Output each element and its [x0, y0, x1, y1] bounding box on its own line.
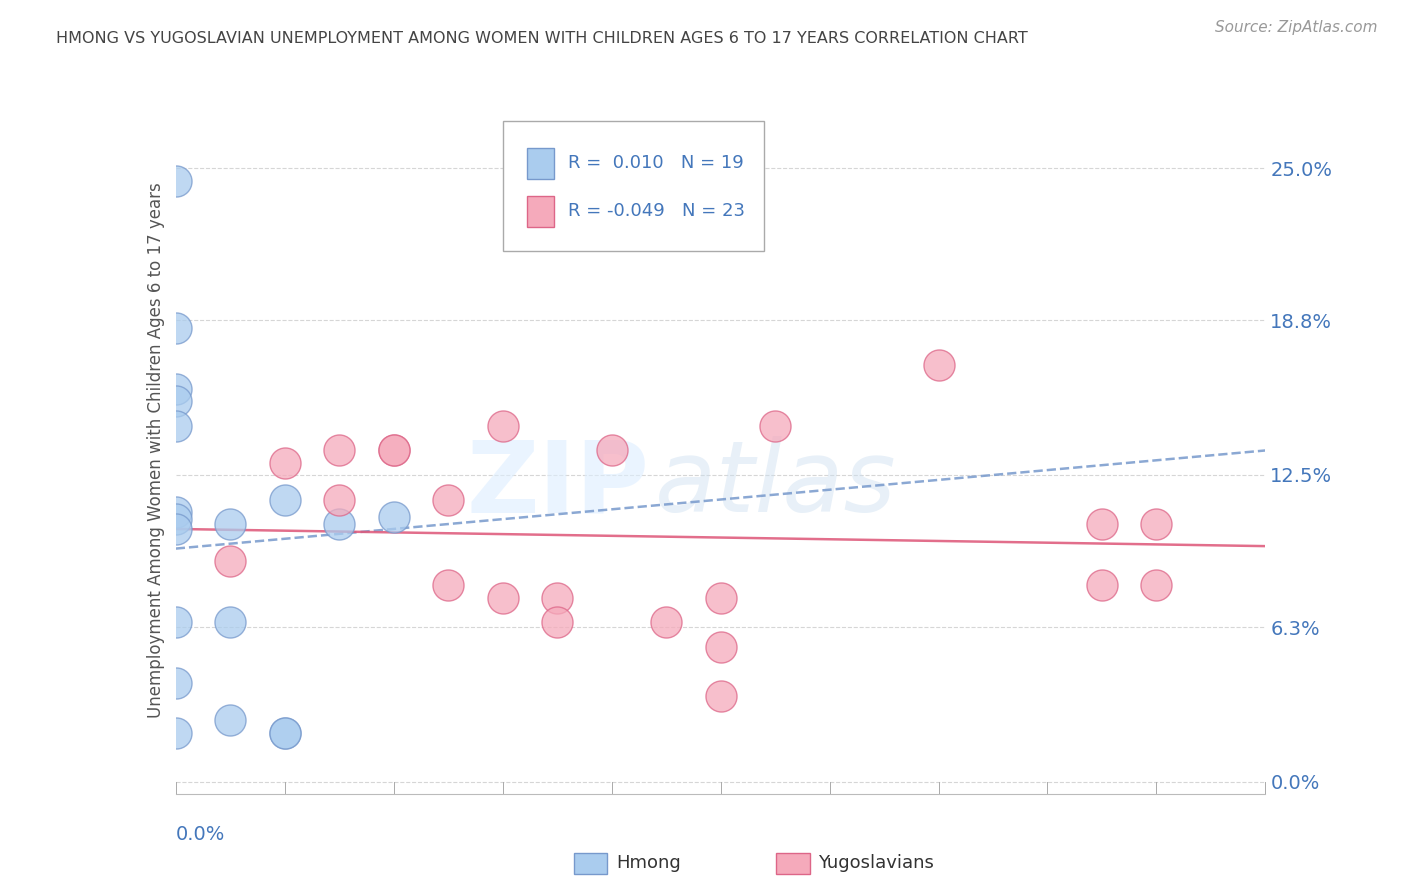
Point: [1144, 578, 1167, 592]
Point: [219, 517, 242, 532]
Point: [710, 689, 733, 703]
Point: [274, 725, 297, 739]
Point: [219, 615, 242, 630]
Text: R = -0.049   N = 23: R = -0.049 N = 23: [568, 202, 745, 220]
Point: [274, 456, 297, 470]
Point: [165, 320, 187, 334]
Point: [328, 492, 350, 507]
Point: [165, 382, 187, 396]
Point: [492, 419, 515, 434]
Point: [165, 522, 187, 536]
Point: [546, 591, 568, 605]
Text: Hmong: Hmong: [616, 855, 681, 872]
Point: [274, 492, 297, 507]
Point: [382, 443, 405, 458]
Point: [492, 591, 515, 605]
Text: Yugoslavians: Yugoslavians: [818, 855, 934, 872]
Y-axis label: Unemployment Among Women with Children Ages 6 to 17 years: Unemployment Among Women with Children A…: [146, 183, 165, 718]
Point: [165, 394, 187, 409]
Point: [600, 443, 623, 458]
Point: [655, 615, 678, 630]
Text: atlas: atlas: [655, 436, 897, 533]
Point: [1144, 517, 1167, 532]
Text: ZIP: ZIP: [467, 436, 650, 533]
Point: [382, 509, 405, 524]
Point: [328, 517, 350, 532]
Point: [165, 615, 187, 630]
Text: HMONG VS YUGOSLAVIAN UNEMPLOYMENT AMONG WOMEN WITH CHILDREN AGES 6 TO 17 YEARS C: HMONG VS YUGOSLAVIAN UNEMPLOYMENT AMONG …: [56, 31, 1028, 46]
Bar: [527, 148, 554, 179]
Text: R =  0.010   N = 19: R = 0.010 N = 19: [568, 154, 744, 172]
Point: [219, 714, 242, 728]
Point: [328, 443, 350, 458]
Point: [710, 640, 733, 654]
Point: [710, 591, 733, 605]
Point: [165, 512, 187, 526]
Point: [1091, 517, 1114, 532]
Point: [274, 725, 297, 739]
Point: [763, 419, 786, 434]
Bar: [527, 196, 554, 227]
Point: [165, 419, 187, 434]
Point: [382, 443, 405, 458]
Point: [546, 615, 568, 630]
Text: 0.0%: 0.0%: [176, 825, 225, 844]
Point: [165, 725, 187, 739]
Point: [1091, 578, 1114, 592]
Point: [219, 554, 242, 568]
Point: [165, 676, 187, 690]
FancyBboxPatch shape: [503, 120, 765, 252]
Text: Source: ZipAtlas.com: Source: ZipAtlas.com: [1215, 20, 1378, 35]
Point: [928, 358, 950, 372]
Point: [165, 173, 187, 188]
Point: [437, 578, 460, 592]
Point: [165, 505, 187, 519]
Point: [437, 492, 460, 507]
